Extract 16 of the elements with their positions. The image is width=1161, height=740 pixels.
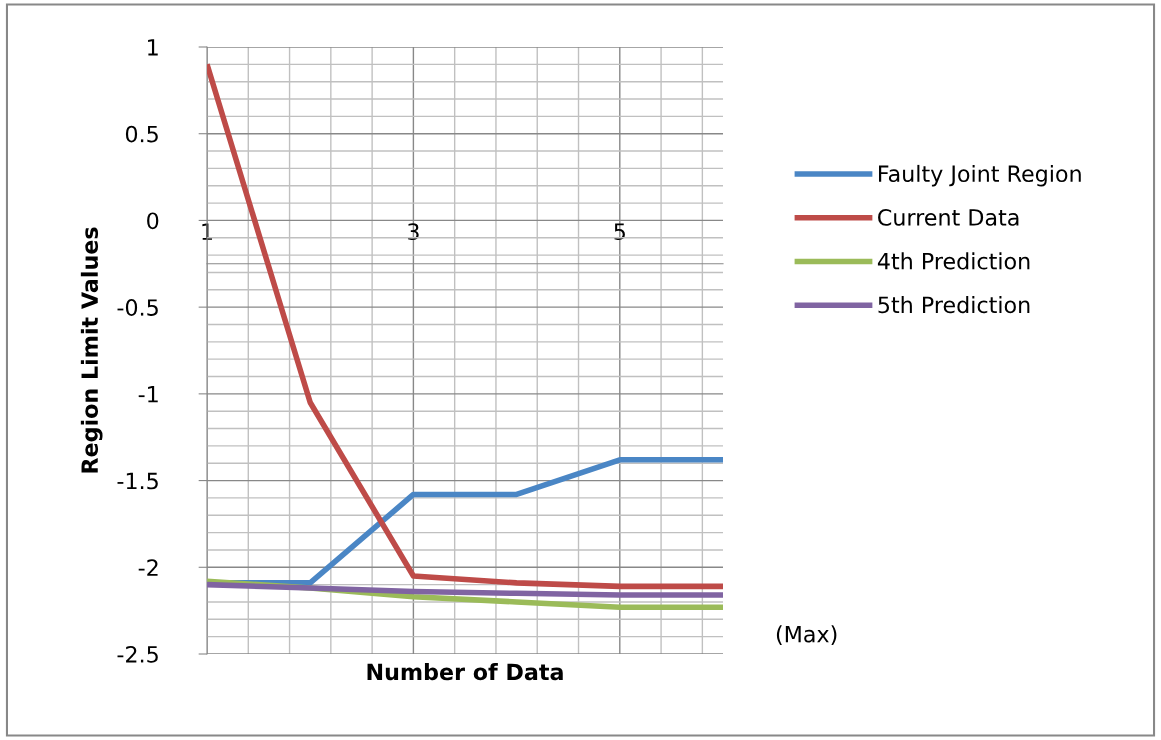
y-tick-label: -1 <box>138 386 158 403</box>
y-tick-label: 0 <box>147 212 159 230</box>
y-tick-label: 0.5 <box>125 125 158 143</box>
y-tick-label: -2.5 <box>117 645 158 663</box>
legend-label: 4th Prediction <box>877 252 1030 270</box>
text: (Max) <box>776 625 837 646</box>
y-tick-label: -1.5 <box>117 472 158 490</box>
legend-label: 5th Prediction <box>878 296 1030 314</box>
legend-label: Current Data <box>878 209 1019 226</box>
y-tick-label: 1 <box>148 39 158 56</box>
y-tick-label: -2 <box>138 559 158 576</box>
y-tick-label: -0.5 <box>117 299 158 316</box>
y-axis-title: Region Limit Values <box>80 227 103 473</box>
x-tick-label: 5 <box>614 223 625 241</box>
legend-label: Faulty Joint Region <box>879 164 1081 187</box>
x-axis-title: Number of Data <box>367 663 563 681</box>
